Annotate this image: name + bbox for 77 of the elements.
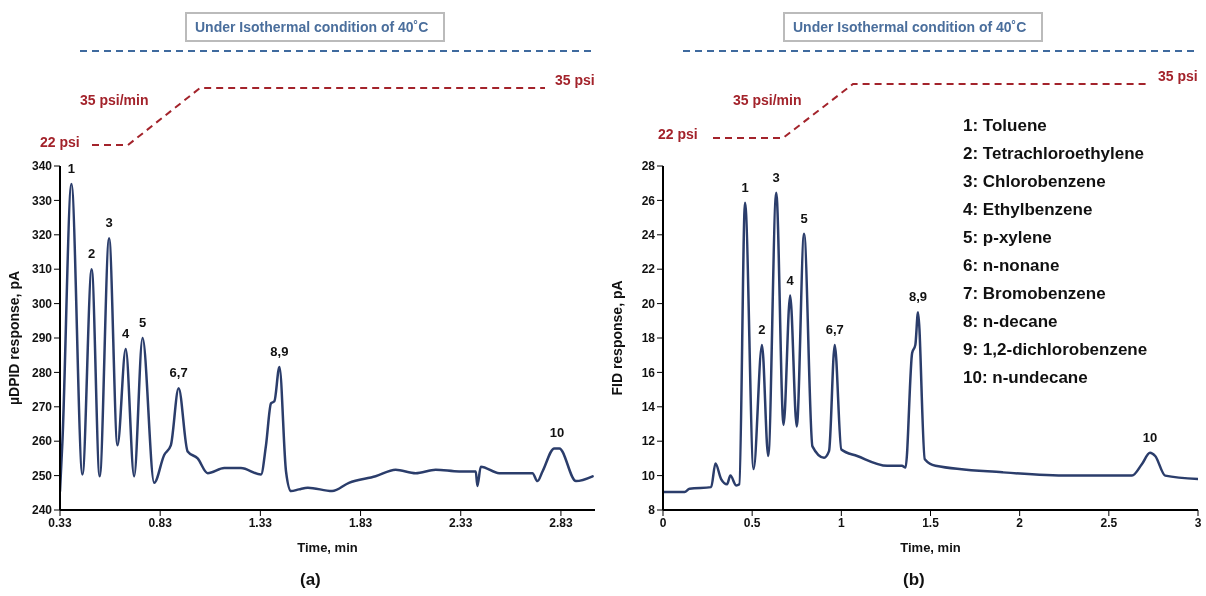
annotation: 10	[1142, 429, 1158, 445]
x-tick-label: 3	[1194, 515, 1202, 530]
y-tick-label: 340	[31, 159, 53, 174]
annotation: 8,9	[908, 289, 928, 305]
y-tick-label: 22	[641, 262, 656, 277]
text: (b)	[903, 570, 925, 590]
y-tick-label: 290	[31, 331, 53, 346]
x-tick-label: 0	[659, 515, 667, 530]
text: 35 psi	[1158, 68, 1198, 84]
annotation: 8: n-decane	[963, 311, 1059, 333]
annotation: 6,7	[169, 365, 188, 381]
x-tick-label: 1	[837, 515, 845, 530]
annotation: 7: Bromobenzene	[963, 283, 1107, 305]
annotation: 5: p-xylene	[963, 227, 1053, 249]
annotation: 9: 1,2-dichlorobenzene	[963, 339, 1148, 361]
y-tick-label: 20	[641, 296, 656, 311]
x-tick-label: 1.83	[348, 515, 373, 530]
x-tick-label: 2.5	[1100, 515, 1118, 530]
x-tick-label: 2.83	[549, 515, 573, 530]
annotation: 2	[88, 246, 96, 262]
annotation: 6,7	[825, 321, 844, 337]
x-axis-title: Time, min	[900, 540, 961, 555]
y-tick-label: 18	[641, 331, 656, 346]
text: 22 psi	[658, 126, 698, 142]
text: 22 psi	[40, 134, 80, 150]
text: 2: Tetrachloroethylene	[963, 143, 1146, 165]
line-series	[663, 191, 1198, 494]
y-tick-label: 26	[641, 193, 656, 208]
annotation: 4: Ethylbenzene	[963, 199, 1094, 221]
y-tick-label: 16	[641, 365, 656, 380]
annotation: 10: n-undecane	[963, 367, 1089, 389]
x-tick-label: 2	[1016, 515, 1024, 530]
y-tick-label: 24	[641, 228, 656, 243]
text: 35 psi	[555, 72, 595, 88]
y-tick-label: 320	[31, 228, 53, 243]
annotation: 5	[138, 315, 147, 330]
y-tick-label: 12	[641, 434, 656, 449]
x-tick-label: 2.33	[449, 515, 473, 530]
y-tick-label: 260	[31, 434, 53, 449]
x-tick-label: 0.5	[743, 515, 761, 530]
y-tick-label: 310	[31, 262, 53, 277]
annotation: 4	[786, 272, 795, 288]
annotation: 1	[67, 160, 76, 176]
annotation: 1	[741, 179, 749, 195]
line-series	[60, 182, 594, 493]
y-tick-label: 300	[31, 296, 53, 311]
text: 35 psi/min	[733, 92, 802, 108]
y-tick-label: 14	[641, 400, 656, 415]
text: Under Isothermal condition of 40˚C	[185, 12, 445, 42]
y-tick-label: 270	[31, 400, 53, 415]
y-axis-title: µDPID response, pA	[5, 270, 22, 406]
x-tick-label: 0.33	[48, 515, 72, 530]
x-tick-label: 1.5	[922, 515, 940, 530]
x-tick-label: 0.83	[148, 515, 173, 530]
annotation: 3	[105, 215, 113, 231]
y-tick-label: 280	[31, 365, 53, 380]
annotation: 5	[800, 210, 808, 226]
annotation: 3	[772, 169, 780, 185]
y-axis-title: FID response, pA	[608, 280, 625, 396]
y-tick-label: 250	[31, 468, 53, 483]
y-tick-label: 330	[31, 193, 53, 208]
text: (a)	[300, 570, 321, 590]
annotation: 4	[122, 326, 131, 342]
text: 35 psi/min	[80, 92, 149, 108]
x-tick-label: 1.33	[248, 515, 273, 530]
annotation: 8,9	[270, 343, 289, 359]
y-tick-label: 8	[648, 503, 656, 518]
y-tick-label: 10	[641, 468, 656, 483]
text: Under Isothermal condition of 40˚C	[783, 12, 1043, 42]
annotation: 6: n-nonane	[963, 255, 1061, 277]
annotation: 2	[758, 321, 766, 337]
y-tick-label: 28	[641, 159, 656, 174]
text: 1: Toluene	[963, 115, 1048, 137]
x-axis-title: Time, min	[297, 540, 358, 555]
annotation: 3: Chlorobenzene	[963, 171, 1107, 193]
y-tick-label: 240	[31, 503, 53, 518]
annotation: 10	[549, 425, 565, 441]
